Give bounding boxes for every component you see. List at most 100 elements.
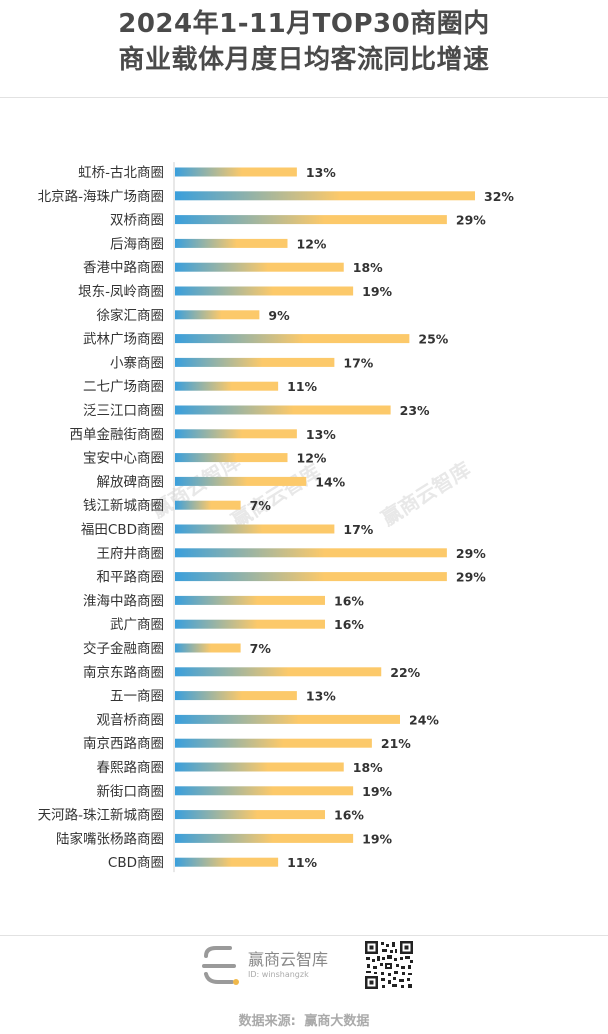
value-label: 17% bbox=[343, 355, 373, 370]
bar-row: 西单金融街商圈 13% bbox=[70, 427, 337, 443]
bar bbox=[175, 167, 297, 177]
bar-row: 后海商圈 12% bbox=[110, 236, 327, 252]
bar-row: 武广商圈 16% bbox=[110, 617, 364, 633]
category-label: 交子金融商圈 bbox=[83, 640, 164, 657]
brand-logo-icon bbox=[202, 946, 239, 985]
value-label: 14% bbox=[315, 474, 345, 489]
category-label: 二七广场商圈 bbox=[83, 379, 164, 395]
category-label: 王府井商圈 bbox=[97, 546, 165, 562]
value-label: 16% bbox=[334, 808, 364, 823]
bar-chart: 虹桥-古北商圈 13% 北京路-海珠广场商圈 32% 双桥商圈 29% 后海商圈 12% 香港中… bbox=[38, 162, 515, 873]
bar-row: 双桥商圈 29% bbox=[110, 213, 486, 229]
bar-row: 香港中路商圈 18% bbox=[83, 260, 383, 276]
bar bbox=[175, 619, 325, 629]
bar-row: 福田CBD商圈 17% bbox=[81, 522, 374, 538]
value-label: 11% bbox=[287, 379, 317, 394]
bar-row: 武林广场商圈 25% bbox=[83, 332, 449, 348]
category-label: 淮海中路商圈 bbox=[83, 593, 164, 609]
bar bbox=[175, 714, 400, 724]
bar bbox=[175, 833, 354, 843]
bar-row: 小寨商圈 17% bbox=[110, 354, 374, 371]
bar bbox=[175, 476, 307, 486]
bar bbox=[175, 238, 288, 248]
title-line-1: 2024年1-11月TOP30商圈内 bbox=[118, 9, 490, 39]
bar bbox=[175, 500, 241, 510]
data-source: 数据来源: 赢商大数据 bbox=[0, 1010, 608, 1029]
value-label: 17% bbox=[343, 522, 373, 537]
category-label: 南京东路商圈 bbox=[83, 665, 164, 681]
category-label: 垠东-凤岭商圈 bbox=[78, 284, 164, 300]
source-label: 数据来源: bbox=[238, 1014, 296, 1029]
value-label: 18% bbox=[353, 760, 383, 775]
bar-row: 解放碑商圈 14% bbox=[97, 474, 346, 490]
category-label: 观音桥商圈 bbox=[97, 711, 165, 728]
value-label: 13% bbox=[306, 427, 336, 442]
value-label: 18% bbox=[353, 260, 383, 275]
category-label: 新街口商圈 bbox=[97, 784, 165, 800]
value-label: 29% bbox=[456, 570, 486, 585]
category-label: 和平路商圈 bbox=[97, 570, 165, 586]
bar bbox=[175, 786, 354, 796]
category-label: 解放碑商圈 bbox=[97, 474, 165, 490]
category-label: 双桥商圈 bbox=[110, 213, 164, 229]
value-label: 24% bbox=[409, 712, 439, 727]
category-label: 小寨商圈 bbox=[110, 354, 164, 371]
bar-row: CBD商圈 11% bbox=[108, 855, 318, 871]
bar bbox=[175, 762, 344, 772]
bar bbox=[175, 357, 335, 367]
category-label: 北京路-海珠广场商圈 bbox=[38, 189, 164, 205]
bar bbox=[175, 453, 288, 463]
category-label: 西单金融街商圈 bbox=[70, 427, 165, 443]
source-value: 赢商大数据 bbox=[304, 1014, 370, 1029]
bar-row: 徐家汇商圈 9% bbox=[97, 307, 291, 324]
category-label: 福田CBD商圈 bbox=[81, 522, 164, 538]
bar bbox=[175, 286, 354, 296]
value-label: 21% bbox=[381, 736, 411, 751]
bar-row: 二七广场商圈 11% bbox=[83, 379, 318, 395]
brand-id: ID: winshangzk bbox=[248, 970, 309, 979]
bar-row: 垠东-凤岭商圈 19% bbox=[78, 284, 392, 300]
bar-row: 钱江新城商圈 7% bbox=[83, 498, 271, 514]
category-label: 春熙路商圈 bbox=[97, 760, 165, 776]
value-label: 32% bbox=[484, 189, 514, 204]
bar-row: 虹桥-古北商圈 13% bbox=[78, 165, 336, 181]
brand-name: 赢商云智库 bbox=[248, 950, 329, 969]
bar bbox=[175, 857, 279, 867]
title-line-2: 商业载体月度日均客流同比增速 bbox=[118, 45, 490, 75]
qr-code-icon[interactable] bbox=[364, 940, 414, 990]
bar bbox=[175, 572, 447, 582]
category-label: 泛三江口商圈 bbox=[83, 403, 164, 419]
bar bbox=[175, 524, 335, 534]
bar-row: 淮海中路商圈 16% bbox=[83, 593, 364, 609]
value-label: 7% bbox=[250, 641, 272, 656]
category-label: 虹桥-古北商圈 bbox=[78, 165, 164, 181]
bar-row: 北京路-海珠广场商圈 32% bbox=[38, 189, 515, 205]
category-label: 香港中路商圈 bbox=[83, 260, 164, 276]
value-label: 19% bbox=[362, 784, 392, 799]
bar bbox=[175, 691, 297, 701]
bar-row: 宝安中心商圈 12% bbox=[83, 451, 327, 467]
bar bbox=[175, 429, 297, 439]
bar bbox=[175, 381, 279, 391]
value-label: 23% bbox=[400, 403, 430, 418]
category-label: 后海商圈 bbox=[110, 236, 164, 252]
bar bbox=[175, 215, 447, 225]
category-label: 陆家嘴张杨路商圈 bbox=[56, 830, 164, 847]
value-label: 12% bbox=[297, 236, 327, 251]
bar-row: 天河路-珠江新城商圈 16% bbox=[38, 808, 365, 824]
category-label: 宝安中心商圈 bbox=[83, 451, 164, 467]
value-label: 9% bbox=[268, 308, 290, 323]
value-label: 13% bbox=[306, 689, 336, 704]
bar bbox=[175, 595, 325, 605]
category-label: 武林广场商圈 bbox=[83, 332, 164, 348]
category-label: 五一商圈 bbox=[110, 689, 164, 705]
bar-row: 观音桥商圈 24% bbox=[97, 711, 440, 728]
value-label: 11% bbox=[287, 855, 317, 870]
value-label: 19% bbox=[362, 284, 392, 299]
category-label: 徐家汇商圈 bbox=[97, 307, 165, 324]
bar-row: 南京西路商圈 21% bbox=[83, 736, 411, 752]
bar-row: 春熙路商圈 18% bbox=[97, 760, 384, 776]
value-label: 19% bbox=[362, 831, 392, 846]
value-label: 29% bbox=[456, 546, 486, 561]
value-label: 16% bbox=[334, 617, 364, 632]
